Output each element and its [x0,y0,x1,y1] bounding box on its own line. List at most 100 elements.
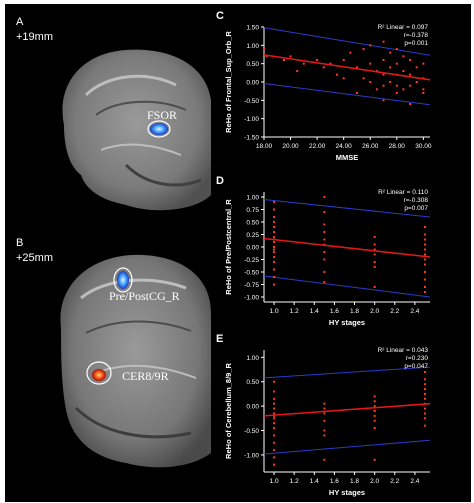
data-point [273,283,276,286]
data-point [273,441,276,444]
data-point [273,427,276,430]
panel-a: A +19mm FSOR [6,5,211,233]
x-tick-label: 1.0 [270,478,279,485]
data-point [273,390,276,393]
y-tick-label: 0.25 [246,232,259,239]
data-point [409,103,412,105]
data-point [373,410,376,412]
x-tick-label: 28.00 [389,143,406,150]
ci-lower-line [263,275,431,298]
activation-blob-cer89 [92,369,106,381]
data-point [323,258,326,261]
y-tick-label: -0.50 [244,98,259,105]
data-point [423,233,426,236]
data-point [373,458,376,461]
data-point [323,238,326,241]
data-point [373,400,376,403]
data-point [373,243,376,246]
data-point [423,392,426,395]
y-tick-label: -1.00 [244,295,259,302]
data-point [423,253,426,256]
data-point [273,226,276,228]
data-point [323,429,326,432]
data-point [273,248,276,251]
data-point [263,48,265,50]
data-point [395,62,398,65]
data-point [423,286,426,288]
fit-line [263,54,431,81]
data-point [415,81,418,83]
data-point [423,370,426,373]
data-point [323,211,326,213]
y-tick-label: -1.50 [244,135,259,142]
x-tick-label: 1.6 [330,478,339,485]
x-axis-label: HY stages [329,318,365,327]
data-point [373,261,376,263]
data-point [423,412,426,415]
data-point [273,397,276,400]
stat-label: R² Linear = 0.110 [378,189,428,196]
x-tick-label: 1.4 [310,478,319,485]
y-tick-label: 0.00 [246,404,259,411]
data-point [373,286,376,288]
data-point [395,84,398,87]
panel-b: B +25mm [6,233,211,501]
data-point [273,412,276,415]
data-point [423,243,426,246]
panel-letter: E [216,333,223,345]
data-point [422,88,425,91]
data-point [422,62,425,65]
ci-lower-line [263,439,431,455]
stat-label: R² Linear = 0.097 [378,24,429,31]
brain-slice-b [60,254,211,468]
data-point [323,231,326,233]
x-axis-label: MMSE [336,153,359,162]
stat-label: p=0.047 [404,363,428,370]
data-point [273,216,276,218]
data-point [265,55,268,58]
data-point [273,221,276,223]
data-point [423,226,426,228]
data-point [273,449,276,452]
scatter-chart-d: D 1.00 0.75 0.50 0.25 0.00 -0.25 -0.50 -0.75 -1.0… [216,175,431,327]
data-point [382,84,385,87]
data-point [395,48,398,50]
x-tick-label: 2.2 [390,478,399,485]
data-point [273,251,276,253]
data-point [423,238,426,241]
x-tick-label: 1.2 [290,308,299,315]
data-point [322,66,325,69]
data-point [323,251,326,253]
data-point [373,266,376,268]
data-point [362,48,365,50]
data-point [273,268,276,271]
data-point [373,248,376,251]
stat-label: r=0.230 [406,355,429,362]
x-tick-label: 24.00 [336,143,353,150]
stat-label: r=-0.378 [404,32,429,39]
x-tick-label: 1.4 [310,308,319,315]
data-point [273,380,276,383]
data-point [423,248,426,251]
data-point [342,77,345,80]
x-tick-label: 1.2 [290,478,299,485]
data-point [402,70,405,72]
x-tick-label: 2.0 [370,478,379,485]
data-point [273,256,276,258]
ci-lower-line [263,82,431,106]
data-point [289,55,292,58]
y-tick-label: 1.00 [246,195,259,202]
data-point [282,59,285,61]
data-point [336,73,339,76]
data-point [389,81,392,83]
data-point [373,236,376,238]
brain-slice-a [62,49,211,211]
data-point [323,407,326,410]
data-point [373,395,376,398]
data-point [273,231,276,233]
y-tick-label: -1.00 [244,116,259,123]
data-point [273,422,276,425]
data-point [273,434,276,437]
x-tick-label: 20.00 [282,143,299,150]
data-point [302,62,305,65]
